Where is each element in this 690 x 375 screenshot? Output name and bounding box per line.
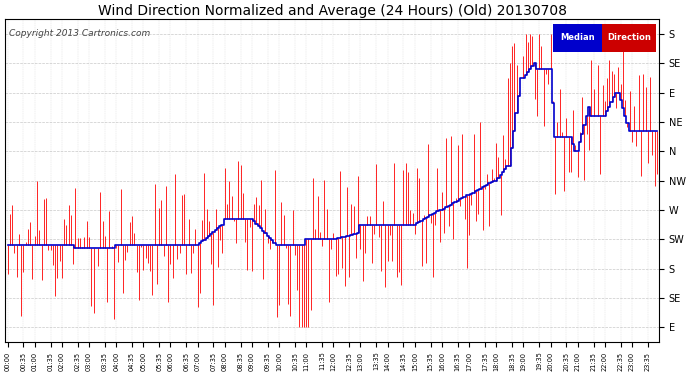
Title: Wind Direction Normalized and Average (24 Hours) (Old) 20130708: Wind Direction Normalized and Average (2…: [98, 4, 566, 18]
FancyBboxPatch shape: [553, 24, 602, 52]
Text: Median: Median: [560, 33, 595, 42]
FancyBboxPatch shape: [602, 24, 656, 52]
Text: Direction: Direction: [607, 33, 651, 42]
Text: Copyright 2013 Cartronics.com: Copyright 2013 Cartronics.com: [8, 29, 150, 38]
